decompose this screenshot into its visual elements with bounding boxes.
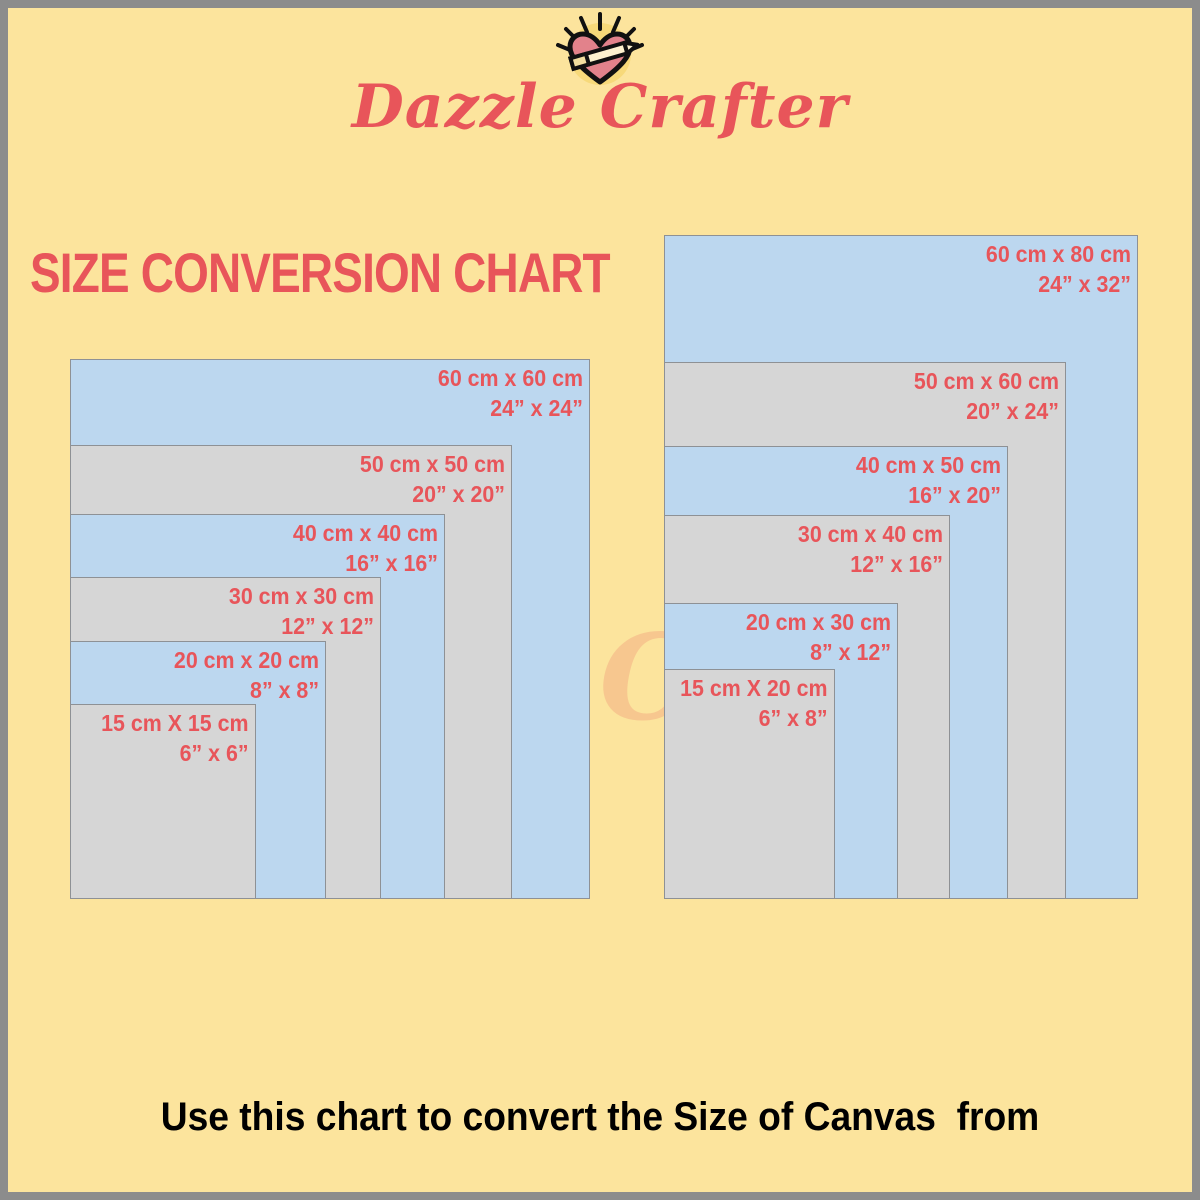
inches-label: 20” x 20” xyxy=(412,480,505,507)
size-label-40x40: 40 cm x 40 cm 16” x 16” xyxy=(293,519,438,579)
metric-label: 40 cm x 40 cm xyxy=(292,520,438,546)
metric-label: 50 cm x 60 cm xyxy=(913,368,1059,394)
size-label-50x50: 50 cm x 50 cm 20” x 20” xyxy=(360,450,505,510)
inches-label: 12” x 12” xyxy=(281,612,374,639)
infographic-page: Dazzle Crafter Dazzle Crafter SIZE CON xyxy=(8,8,1192,1192)
heart-with-pencil-icon xyxy=(556,12,644,85)
size-label-20x20: 20 cm x 20 cm 8” x 8” xyxy=(174,646,319,706)
square-sizes-group: 60 cm x 60 cm 24” x 24” 50 cm x 50 cm 20… xyxy=(70,358,591,899)
page-title: SIZE CONVERSION CHART xyxy=(30,241,611,304)
metric-label: 30 cm x 30 cm xyxy=(228,583,374,609)
size-label-30x30: 30 cm x 30 cm 12” x 12” xyxy=(229,582,374,642)
inches-label: 8” x 8” xyxy=(250,676,319,703)
metric-label: 15 cm X 15 cm xyxy=(101,710,249,736)
size-label-30x40: 30 cm x 40 cm 12” x 16” xyxy=(798,520,943,580)
inches-label: 6” x 8” xyxy=(759,704,828,731)
metric-label: 15 cm X 20 cm xyxy=(680,675,828,701)
metric-label: 30 cm x 40 cm xyxy=(797,521,943,547)
metric-label: 40 cm x 50 cm xyxy=(855,452,1001,478)
size-label-20x30: 20 cm x 30 cm 8” x 12” xyxy=(746,608,891,668)
inches-label: 24” x 32” xyxy=(1038,270,1131,297)
inches-label: 12” x 16” xyxy=(850,550,943,577)
brand-name: Dazzle Crafter xyxy=(351,72,849,142)
brand-header: Dazzle Crafter xyxy=(8,8,1192,156)
size-label-40x50: 40 cm x 50 cm 16” x 20” xyxy=(856,451,1001,511)
size-rect-15x20: 15 cm X 20 cm 6” x 8” xyxy=(664,669,835,899)
inches-label: 16” x 20” xyxy=(908,481,1001,508)
inches-label: 8” x 12” xyxy=(810,638,891,665)
size-label-50x60: 50 cm x 60 cm 20” x 24” xyxy=(914,367,1059,427)
size-label-15x15: 15 cm X 15 cm 6” x 6” xyxy=(102,709,249,769)
inches-label: 16” x 16” xyxy=(345,549,438,576)
metric-label: 20 cm x 30 cm xyxy=(745,609,891,635)
caption-line-1: Use this chart to convert the Size of Ca… xyxy=(160,1095,1040,1140)
metric-label: 60 cm x 80 cm xyxy=(985,241,1131,267)
metric-label: 20 cm x 20 cm xyxy=(173,647,319,673)
inches-label: 20” x 24” xyxy=(966,397,1059,424)
metric-label: 50 cm x 50 cm xyxy=(359,451,505,477)
size-rect-15x15: 15 cm X 15 cm 6” x 6” xyxy=(70,704,256,899)
inches-label: 24” x 24” xyxy=(490,394,583,421)
caption-block: Use this chart to convert the Size of Ca… xyxy=(49,980,1150,1192)
portrait-sizes-group: 60 cm x 80 cm 24” x 32” 50 cm x 60 cm 20… xyxy=(664,234,1139,899)
inches-label: 6” x 6” xyxy=(180,739,249,766)
size-label-60x60: 60 cm x 60 cm 24” x 24” xyxy=(438,364,583,424)
size-label-60x80: 60 cm x 80 cm 24” x 32” xyxy=(986,240,1131,300)
size-label-15x20: 15 cm X 20 cm 6” x 8” xyxy=(681,674,828,734)
metric-label: 60 cm x 60 cm xyxy=(437,365,583,391)
